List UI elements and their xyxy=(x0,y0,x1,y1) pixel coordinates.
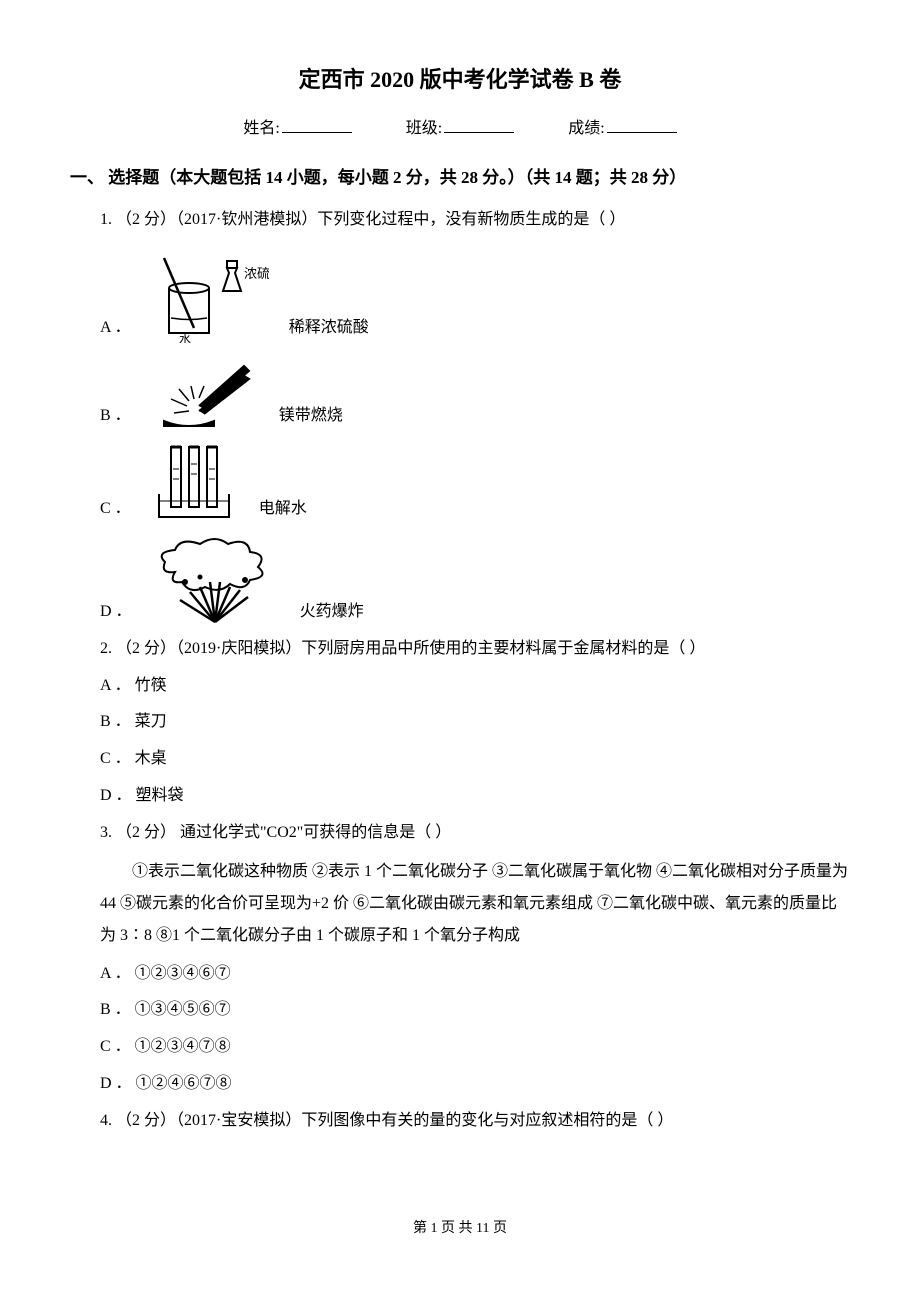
explosion-icon xyxy=(150,532,280,627)
beaker-icon: 浓硫酸 水 xyxy=(149,243,269,343)
acid-label: 浓硫酸 xyxy=(244,266,269,281)
q4-stem: 4. （2 分）（2017·宝安模拟）下列图像中有关的量的变化与对应叙述相符的是… xyxy=(100,1107,850,1136)
q3-option-d: D ． ①②④⑥⑦⑧ xyxy=(100,1070,850,1099)
q2-stem: 2. （2 分）（2019·庆阳模拟）下列厨房用品中所使用的主要材料属于金属材料… xyxy=(100,635,850,664)
score-label: 成绩: xyxy=(568,120,604,137)
q1-option-b: B ． 镁带燃烧 xyxy=(100,351,850,431)
name-label: 姓名: xyxy=(243,120,279,137)
q1-stem: 1. （2 分）（2017·钦州港模拟）下列变化过程中，没有新物质生成的是（ ） xyxy=(100,206,850,235)
class-blank xyxy=(444,132,514,133)
q1-option-d: D ． xyxy=(100,532,850,627)
option-label: B ． xyxy=(100,402,131,431)
page-footer: 第 1 页 共 11 页 xyxy=(70,1216,850,1241)
q3-option-c: C ． ①②③④⑦⑧ xyxy=(100,1033,850,1062)
section-header: 一、 选择题（本大题包括 14 小题，每小题 2 分，共 28 分。）（共 14… xyxy=(70,163,850,194)
q3-stem: 3. （2 分） 通过化学式"CO2"可获得的信息是（ ） xyxy=(100,819,850,848)
q2-option-b: B ． 菜刀 xyxy=(100,708,850,737)
burning-icon xyxy=(149,351,259,431)
info-row: 姓名: 班级: 成绩: xyxy=(70,115,850,144)
name-blank xyxy=(282,132,352,133)
option-label: D ． xyxy=(100,598,132,627)
q3-option-a: A ． ①②③④⑥⑦ xyxy=(100,960,850,989)
q3-paragraph: ①表示二氧化碳这种物质 ②表示 1 个二氧化碳分子 ③二氧化碳属于氧化物 ④二氧… xyxy=(100,856,850,952)
q2-option-c: C ． 木桌 xyxy=(100,745,850,774)
option-text: 镁带燃烧 xyxy=(279,402,343,431)
q2-option-d: D ． 塑料袋 xyxy=(100,782,850,811)
q1-option-a: A ． 浓硫酸 水 稀释浓硫酸 xyxy=(100,243,850,343)
score-blank xyxy=(607,132,677,133)
q2-option-a: A ． 竹筷 xyxy=(100,672,850,701)
water-label: 水 xyxy=(179,332,191,343)
q3-option-b: B ． ①③④⑤⑥⑦ xyxy=(100,996,850,1025)
electrolysis-icon xyxy=(149,439,239,524)
q1-option-c: C ． xyxy=(100,439,850,524)
option-text: 电解水 xyxy=(259,495,307,524)
page-title: 定西市 2020 版中考化学试卷 B 卷 xyxy=(70,60,850,100)
option-label: C ． xyxy=(100,495,131,524)
option-text: 火药爆炸 xyxy=(300,598,364,627)
option-label: A ． xyxy=(100,314,131,343)
class-label: 班级: xyxy=(406,120,442,137)
option-text: 稀释浓硫酸 xyxy=(289,314,369,343)
